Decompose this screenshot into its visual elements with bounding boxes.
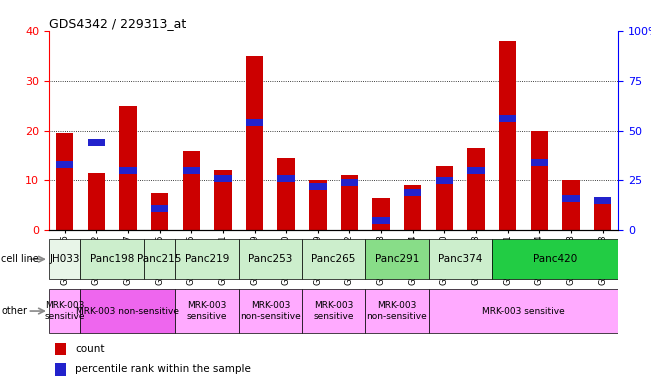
Text: JH033: JH033 (49, 254, 80, 264)
Bar (81, 289, 175, 333)
Bar (182, 167, 200, 174)
Text: MRK-003
sensitive: MRK-003 sensitive (44, 301, 85, 321)
Bar (55, 343, 66, 356)
Text: count: count (75, 344, 105, 354)
Bar (302, 289, 365, 333)
Bar (372, 217, 390, 224)
Text: MRK-003 sensitive: MRK-003 sensitive (482, 306, 565, 316)
Bar (372, 198, 390, 230)
Bar (594, 198, 611, 230)
Bar (428, 239, 492, 280)
Text: cell line: cell line (1, 254, 39, 264)
Bar (404, 185, 421, 230)
Text: other: other (1, 306, 27, 316)
Bar (182, 151, 200, 230)
Bar (302, 239, 365, 280)
Bar (436, 177, 453, 184)
Bar (81, 239, 144, 280)
Bar (175, 239, 239, 280)
Bar (119, 167, 137, 174)
Bar (428, 289, 618, 333)
Bar (404, 189, 421, 196)
Text: MRK-003
non-sensitive: MRK-003 non-sensitive (240, 301, 301, 321)
Bar (151, 205, 169, 212)
Bar (340, 179, 358, 186)
Bar (49, 239, 81, 280)
Bar (56, 161, 74, 168)
Text: MRK-003
non-sensitive: MRK-003 non-sensitive (367, 301, 427, 321)
Text: percentile rank within the sample: percentile rank within the sample (75, 364, 251, 374)
Text: Panc219: Panc219 (185, 254, 229, 264)
Bar (492, 239, 618, 280)
Bar (277, 175, 295, 182)
Text: MRK-003
sensitive: MRK-003 sensitive (313, 301, 354, 321)
Bar (49, 289, 81, 333)
Text: Panc253: Panc253 (248, 254, 292, 264)
Bar (88, 173, 105, 230)
Text: Panc374: Panc374 (438, 254, 482, 264)
Bar (499, 115, 516, 122)
Bar (340, 175, 358, 230)
Bar (144, 239, 175, 280)
Text: Panc265: Panc265 (311, 254, 356, 264)
Bar (214, 170, 232, 230)
Bar (365, 289, 428, 333)
Bar (119, 106, 137, 230)
Text: Panc215: Panc215 (137, 254, 182, 264)
Bar (151, 193, 169, 230)
Bar (239, 289, 302, 333)
Text: MRK-003
sensitive: MRK-003 sensitive (187, 301, 227, 321)
Bar (594, 197, 611, 204)
Text: Panc198: Panc198 (90, 254, 134, 264)
Bar (365, 239, 428, 280)
Bar (239, 239, 302, 280)
Bar (214, 175, 232, 182)
Text: Panc420: Panc420 (533, 254, 577, 264)
Bar (88, 139, 105, 146)
Text: Panc291: Panc291 (375, 254, 419, 264)
Text: MRK-003 non-sensitive: MRK-003 non-sensitive (76, 306, 180, 316)
Text: GDS4342 / 229313_at: GDS4342 / 229313_at (49, 17, 186, 30)
Bar (499, 41, 516, 230)
Bar (309, 180, 327, 230)
Bar (56, 133, 74, 230)
Bar (562, 180, 579, 230)
Bar (436, 166, 453, 230)
Bar (531, 131, 548, 230)
Bar (175, 289, 239, 333)
Bar (531, 159, 548, 166)
Bar (467, 167, 485, 174)
Bar (277, 158, 295, 230)
Bar (55, 363, 66, 376)
Bar (467, 148, 485, 230)
Bar (246, 56, 263, 230)
Bar (309, 183, 327, 190)
Bar (246, 119, 263, 126)
Bar (562, 195, 579, 202)
